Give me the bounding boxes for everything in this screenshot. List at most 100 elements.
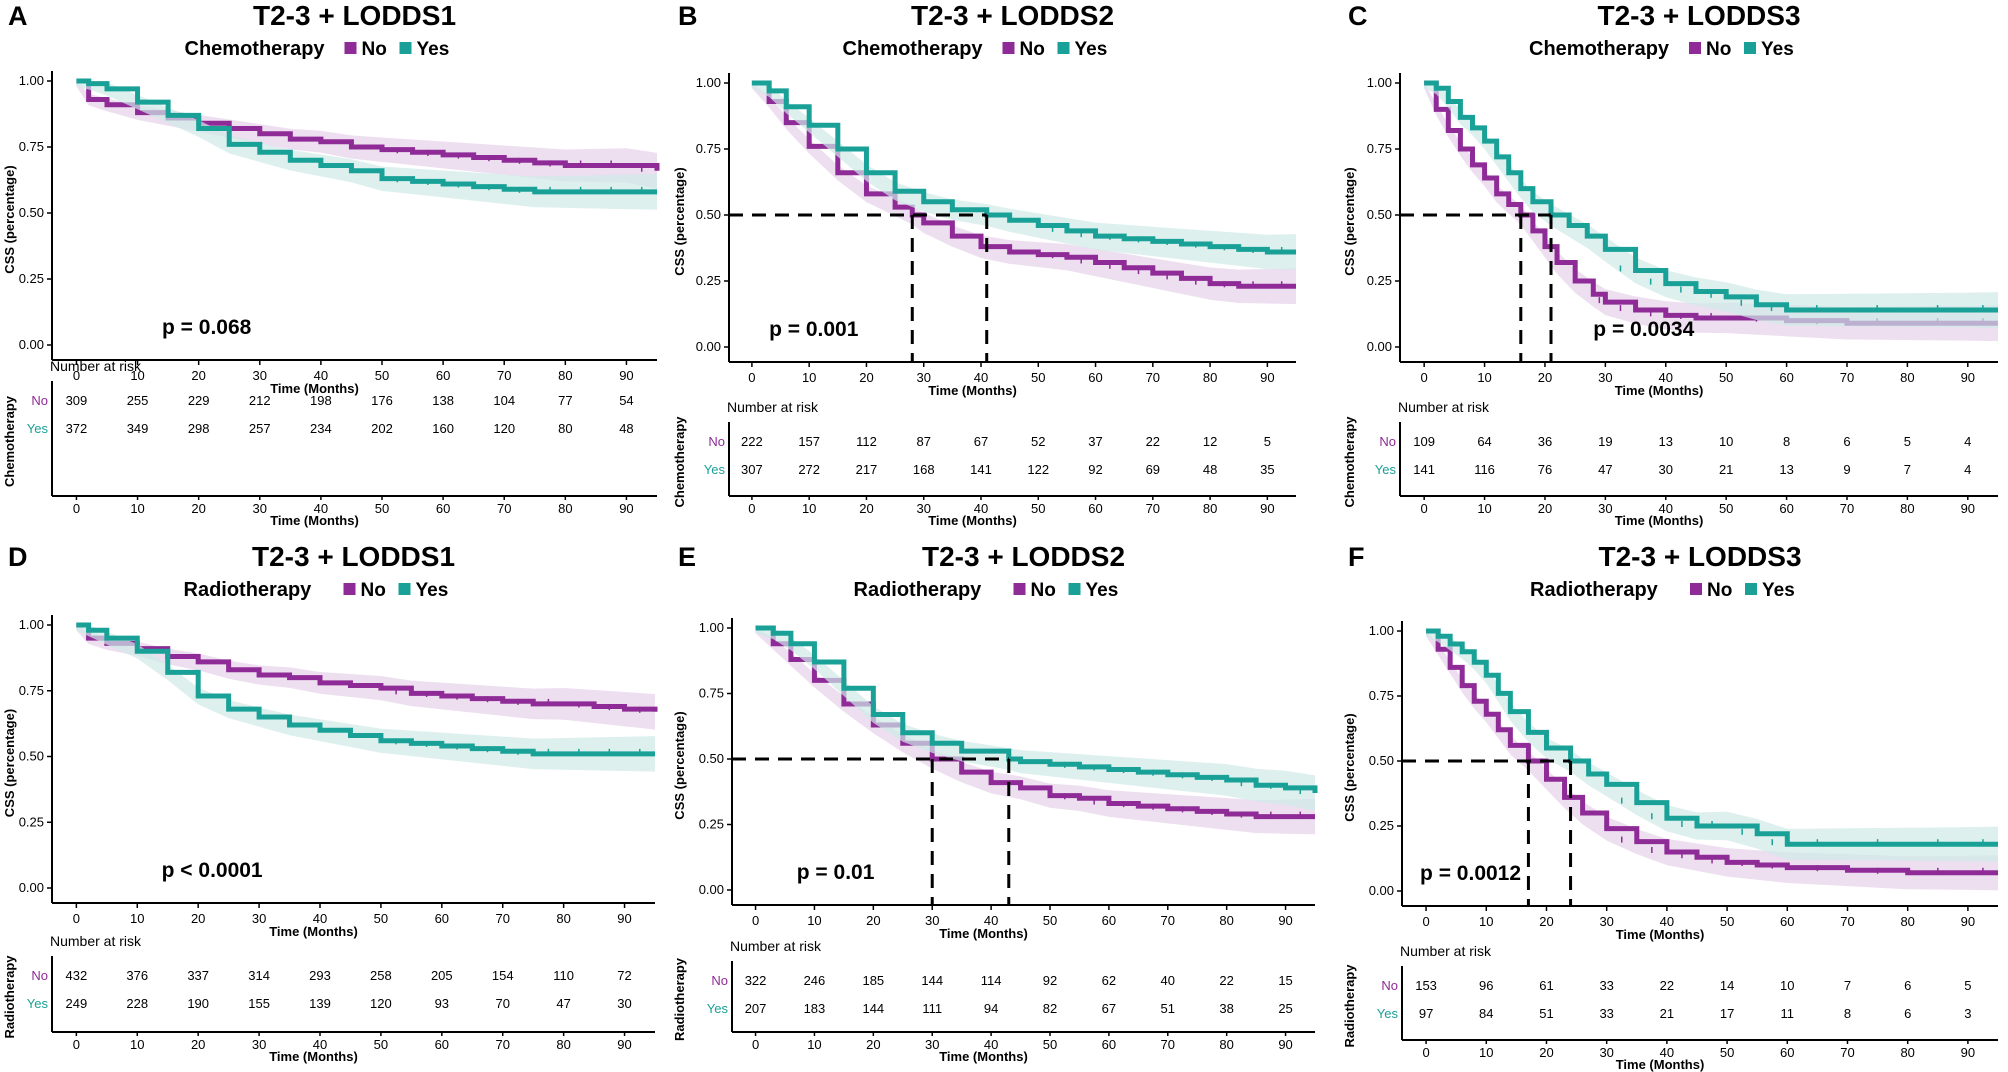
risk-count-yes: 13 xyxy=(1779,462,1793,477)
x-tick-label: 20 xyxy=(1538,370,1552,385)
ci-band-no xyxy=(755,628,1315,835)
risk-row-label-yes: Yes xyxy=(27,996,49,1011)
panel-c: C T2-3 + LODDS3 Chemotherapy No Yes 0.00 0.25 0… xyxy=(1342,0,1998,528)
risk-count-no: 19 xyxy=(1598,434,1612,449)
risk-count-yes: 202 xyxy=(371,421,393,436)
legend-label-yes: Yes xyxy=(1075,39,1108,60)
risk-x-tick-label: 10 xyxy=(807,1037,821,1052)
legend-swatch-yes xyxy=(1057,42,1070,54)
y-tick-label: 0.00 xyxy=(699,882,724,897)
risk-count-yes: 155 xyxy=(248,996,270,1011)
risk-count-yes: 4 xyxy=(1964,462,1971,477)
legend-label-yes: Yes xyxy=(417,39,450,60)
risk-count-no: 61 xyxy=(1539,978,1553,993)
risk-row-label-yes: Yes xyxy=(27,421,49,436)
risk-count-yes: 30 xyxy=(617,996,631,1011)
ci-band-yes xyxy=(1424,83,1998,328)
risk-x-tick-label: 80 xyxy=(558,501,572,516)
y-tick-label: 0.25 xyxy=(696,273,721,288)
risk-count-no: 14 xyxy=(1720,978,1734,993)
risk-x-axis-title: Time (Months) xyxy=(270,513,359,528)
risk-count-yes: 48 xyxy=(619,421,633,436)
risk-table-group-label: Radiotherapy xyxy=(2,955,17,1039)
x-tick-label: 0 xyxy=(752,913,759,928)
x-tick-label: 50 xyxy=(375,368,389,383)
x-tick-label: 10 xyxy=(1477,370,1491,385)
risk-count-yes: 160 xyxy=(432,421,454,436)
risk-count-yes: 76 xyxy=(1538,462,1552,477)
x-axis-title: Time (Months) xyxy=(270,381,359,396)
legend: Radiotherapy No Yes xyxy=(1530,579,1795,601)
risk-x-tick-label: 50 xyxy=(1720,1045,1734,1060)
legend-swatch-no xyxy=(343,583,356,595)
x-tick-label: 10 xyxy=(130,368,144,383)
risk-count-yes: 141 xyxy=(970,462,992,477)
x-tick-label: 70 xyxy=(1840,370,1854,385)
risk-count-yes: 298 xyxy=(188,421,210,436)
risk-table-heading: Number at risk xyxy=(1400,943,1492,959)
risk-count-no: 185 xyxy=(862,973,884,988)
risk-x-tick-label: 90 xyxy=(1961,501,1975,516)
risk-table-heading: Number at risk xyxy=(50,358,142,374)
ci-band-no xyxy=(751,83,1296,305)
y-tick-label: 0.75 xyxy=(1369,688,1394,703)
risk-x-tick-label: 90 xyxy=(1961,1045,1975,1060)
risk-count-no: 36 xyxy=(1538,434,1552,449)
risk-x-tick-label: 40 xyxy=(1659,501,1673,516)
x-tick-label: 0 xyxy=(73,911,80,926)
x-tick-label: 60 xyxy=(1780,914,1794,929)
risk-count-yes: 217 xyxy=(856,462,878,477)
panel-letter: B xyxy=(678,1,698,31)
x-tick-label: 40 xyxy=(974,370,988,385)
risk-count-yes: 6 xyxy=(1904,1006,1911,1021)
y-tick-label: 1.00 xyxy=(1367,75,1392,90)
risk-x-tick-label: 40 xyxy=(984,1037,998,1052)
risk-count-yes: 349 xyxy=(127,421,149,436)
risk-count-yes: 21 xyxy=(1660,1006,1674,1021)
risk-count-yes: 144 xyxy=(862,1001,884,1016)
risk-row-label-yes: Yes xyxy=(1377,1006,1399,1021)
risk-x-axis-title: Time (Months) xyxy=(1616,1057,1705,1072)
x-tick-label: 40 xyxy=(984,913,998,928)
risk-x-tick-label: 10 xyxy=(130,1037,144,1052)
risk-count-no: 5 xyxy=(1964,978,1971,993)
panel-letter: D xyxy=(8,542,28,572)
y-tick-label: 1.00 xyxy=(19,617,44,632)
x-tick-label: 80 xyxy=(1900,914,1914,929)
risk-count-no: 322 xyxy=(745,973,767,988)
risk-table-group-label: Chemotherapy xyxy=(672,416,687,508)
legend-title: Chemotherapy xyxy=(1529,38,1670,60)
y-tick-label: 1.00 xyxy=(1369,623,1394,638)
risk-x-tick-label: 0 xyxy=(752,1037,759,1052)
y-axis-title: CSS (percentage) xyxy=(672,711,687,819)
risk-row-label-no: No xyxy=(1381,978,1398,993)
y-tick-label: 0.75 xyxy=(696,141,721,156)
risk-table: Number at risk No Yes Chemotherapy 309 372 0 25… xyxy=(2,358,657,528)
y-tick-label: 0.50 xyxy=(699,751,724,766)
x-tick-label: 20 xyxy=(191,368,205,383)
risk-x-tick-label: 80 xyxy=(1900,1045,1914,1060)
risk-x-tick-label: 20 xyxy=(859,501,873,516)
x-tick-label: 10 xyxy=(1479,914,1493,929)
risk-count-yes: 257 xyxy=(249,421,271,436)
ci-band-no xyxy=(1426,631,1998,891)
risk-x-tick-label: 90 xyxy=(1278,1037,1292,1052)
risk-count-yes: 80 xyxy=(558,421,572,436)
risk-count-no: 22 xyxy=(1219,973,1233,988)
y-tick-label: 0.00 xyxy=(1367,339,1392,354)
risk-x-tick-label: 0 xyxy=(1421,501,1428,516)
x-tick-label: 20 xyxy=(866,913,880,928)
legend-label-no: No xyxy=(362,39,387,60)
y-tick-label: 0.00 xyxy=(1369,883,1394,898)
ci-band-yes xyxy=(1426,631,1998,862)
panel-b: B T2-3 + LODDS2 Chemotherapy No Yes 0.00 0.25 0… xyxy=(672,0,1296,528)
risk-count-no: 87 xyxy=(916,434,930,449)
x-tick-label: 30 xyxy=(916,370,930,385)
risk-x-tick-label: 10 xyxy=(802,501,816,516)
risk-count-no: 258 xyxy=(370,968,392,983)
risk-x-tick-label: 80 xyxy=(1900,501,1914,516)
risk-count-yes: 47 xyxy=(1598,462,1612,477)
risk-x-tick-label: 50 xyxy=(375,501,389,516)
